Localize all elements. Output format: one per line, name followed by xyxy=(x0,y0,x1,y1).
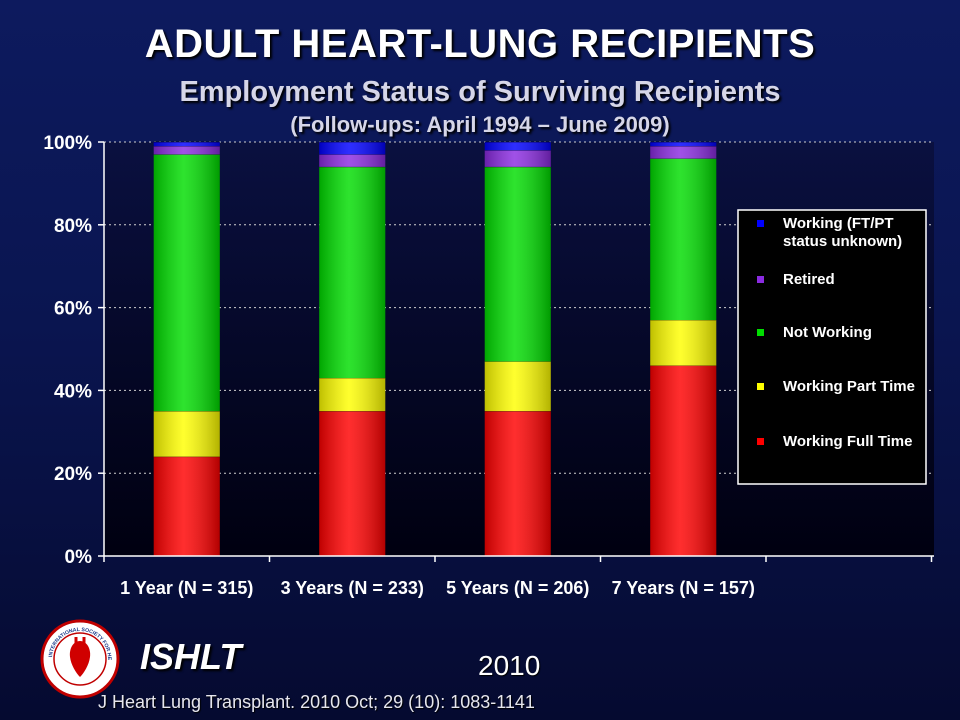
bar-shading xyxy=(153,146,220,155)
bar-shading xyxy=(153,142,220,147)
bar-shading xyxy=(153,154,220,412)
bar-shading xyxy=(650,365,717,556)
bar-shading xyxy=(650,320,717,366)
bar-shading xyxy=(650,158,717,321)
x-tick-label: 5 Years (N = 206) xyxy=(446,578,589,598)
bar-shading xyxy=(319,411,386,556)
legend-swatch xyxy=(757,220,764,227)
legend-swatch xyxy=(757,383,764,390)
citation-text: J Heart Lung Transplant. 2010 Oct; 29 (1… xyxy=(98,692,535,712)
bar-shading xyxy=(319,142,386,155)
y-tick-label: 100% xyxy=(43,133,92,154)
legend-swatch xyxy=(757,438,764,445)
x-tick-label: 1 Year (N = 315) xyxy=(120,578,253,598)
bar-shading xyxy=(319,166,386,378)
y-tick-label: 60% xyxy=(54,299,92,320)
legend-swatch xyxy=(757,276,764,283)
legend-label: Working Part Time xyxy=(783,378,915,395)
y-tick-label: 80% xyxy=(54,216,92,237)
bar-shading xyxy=(484,361,551,412)
bar-shading xyxy=(650,142,717,147)
chart-subtitle: Employment Status of Surviving Recipient… xyxy=(179,76,781,108)
brand-text: ISHLT xyxy=(140,636,242,677)
bar-shading xyxy=(484,150,551,167)
year-text: 2010 xyxy=(478,650,541,681)
ishlt-logo: INTERNATIONAL SOCIETY FOR HEART & LUNG T… xyxy=(40,619,120,699)
legend-swatch xyxy=(757,329,764,336)
x-tick-label: 7 Years (N = 157) xyxy=(612,578,755,598)
y-tick-label: 40% xyxy=(54,381,92,402)
chart-title: ADULT HEART-LUNG RECIPIENTS xyxy=(144,22,816,66)
bar-shading xyxy=(319,377,386,412)
legend-label: Working (FT/PT xyxy=(783,215,894,232)
x-tick-label: 3 Years (N = 233) xyxy=(281,578,424,598)
bar-shading xyxy=(153,456,220,556)
bar-shading xyxy=(484,142,551,151)
legend-box xyxy=(737,209,927,485)
chart-date-range: (Follow-ups: April 1994 – June 2009) xyxy=(290,112,670,137)
bar-shading xyxy=(153,411,220,457)
legend-label: Working Full Time xyxy=(783,433,912,450)
legend-label: status unknown) xyxy=(783,233,902,250)
bar-shading xyxy=(319,154,386,167)
bar-shading xyxy=(484,166,551,362)
legend-label: Retired xyxy=(783,271,835,288)
y-tick-label: 0% xyxy=(65,547,93,568)
legend-label: Not Working xyxy=(783,324,872,341)
y-tick-label: 20% xyxy=(54,464,92,485)
bar-shading xyxy=(650,146,717,159)
bar-shading xyxy=(484,411,551,556)
